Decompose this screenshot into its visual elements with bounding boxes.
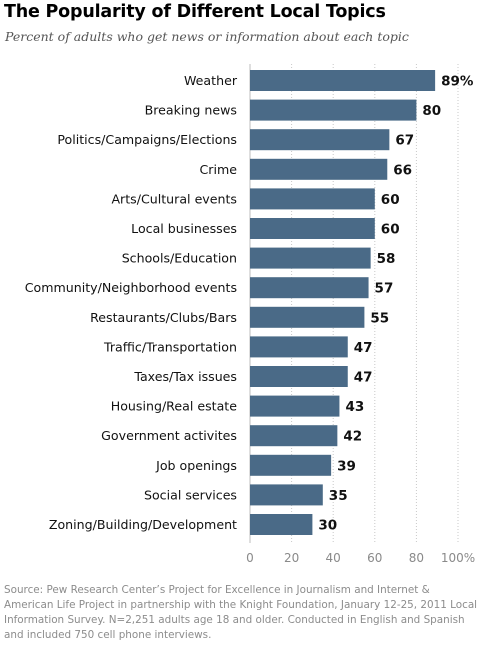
data-label: 30 <box>318 518 337 534</box>
x-tick-label: 0 <box>246 551 254 565</box>
category-label: Taxes/Tax issues <box>133 369 237 384</box>
category-label: Breaking news <box>145 103 237 118</box>
bar <box>250 454 332 476</box>
bar <box>250 366 348 387</box>
category-label: Job openings <box>155 458 237 473</box>
bar <box>250 514 313 535</box>
bar <box>250 99 417 121</box>
x-tick-label: 80 <box>409 551 424 565</box>
data-label: 80 <box>422 103 441 119</box>
bar <box>250 484 323 506</box>
chart-title: The Popularity of Different Local Topics <box>4 2 386 22</box>
data-label: 67 <box>395 133 414 149</box>
x-tick-label: 60 <box>367 551 382 565</box>
category-label: Community/Neighborhood events <box>25 280 237 295</box>
x-tick-label: 40 <box>326 551 341 565</box>
data-label: 42 <box>343 429 362 445</box>
data-label: 47 <box>354 340 373 356</box>
data-label: 89% <box>441 74 474 90</box>
bar <box>250 395 340 417</box>
data-label: 60 <box>381 222 400 238</box>
source-note: Source: Pew Research Center’s Project fo… <box>4 584 478 641</box>
bar <box>250 158 388 180</box>
bar <box>250 425 338 447</box>
data-label: 35 <box>329 488 348 504</box>
bar <box>250 218 375 239</box>
bar <box>250 336 348 358</box>
category-label: Social services <box>144 487 237 502</box>
data-label: 55 <box>370 310 389 326</box>
data-label: 47 <box>354 370 373 386</box>
category-label: Arts/Cultural events <box>111 191 237 206</box>
category-label: Traffic/Transportation <box>103 339 237 354</box>
category-label: Housing/Real estate <box>111 399 237 414</box>
bar <box>250 70 436 91</box>
category-label: Schools/Education <box>122 251 237 266</box>
data-label: 43 <box>345 399 364 415</box>
category-label: Zoning/Building/Development <box>49 517 237 532</box>
category-label: Weather <box>184 73 238 88</box>
x-tick-label: 100% <box>441 551 475 565</box>
bar <box>250 247 371 269</box>
category-label: Government activites <box>101 428 237 443</box>
bar <box>250 188 375 210</box>
category-label: Restaurants/Clubs/Bars <box>90 310 237 325</box>
category-label: Crime <box>200 162 238 177</box>
data-label: 58 <box>377 251 396 267</box>
x-tick-label: 20 <box>284 551 299 565</box>
bar <box>250 129 390 151</box>
category-label: Politics/Campaigns/Elections <box>57 132 237 147</box>
bar <box>250 306 365 328</box>
data-label: 66 <box>393 162 412 178</box>
data-label: 60 <box>381 192 400 208</box>
bar-chart: 0 20 40 60 80 100% Weather 89% Breaking news 80 Po… <box>25 64 475 565</box>
category-label: Local businesses <box>131 221 237 236</box>
data-label: 57 <box>375 281 394 297</box>
chart-subtitle: Percent of adults who get news or inform… <box>5 29 409 44</box>
bar <box>250 277 369 299</box>
data-label: 39 <box>337 458 356 474</box>
